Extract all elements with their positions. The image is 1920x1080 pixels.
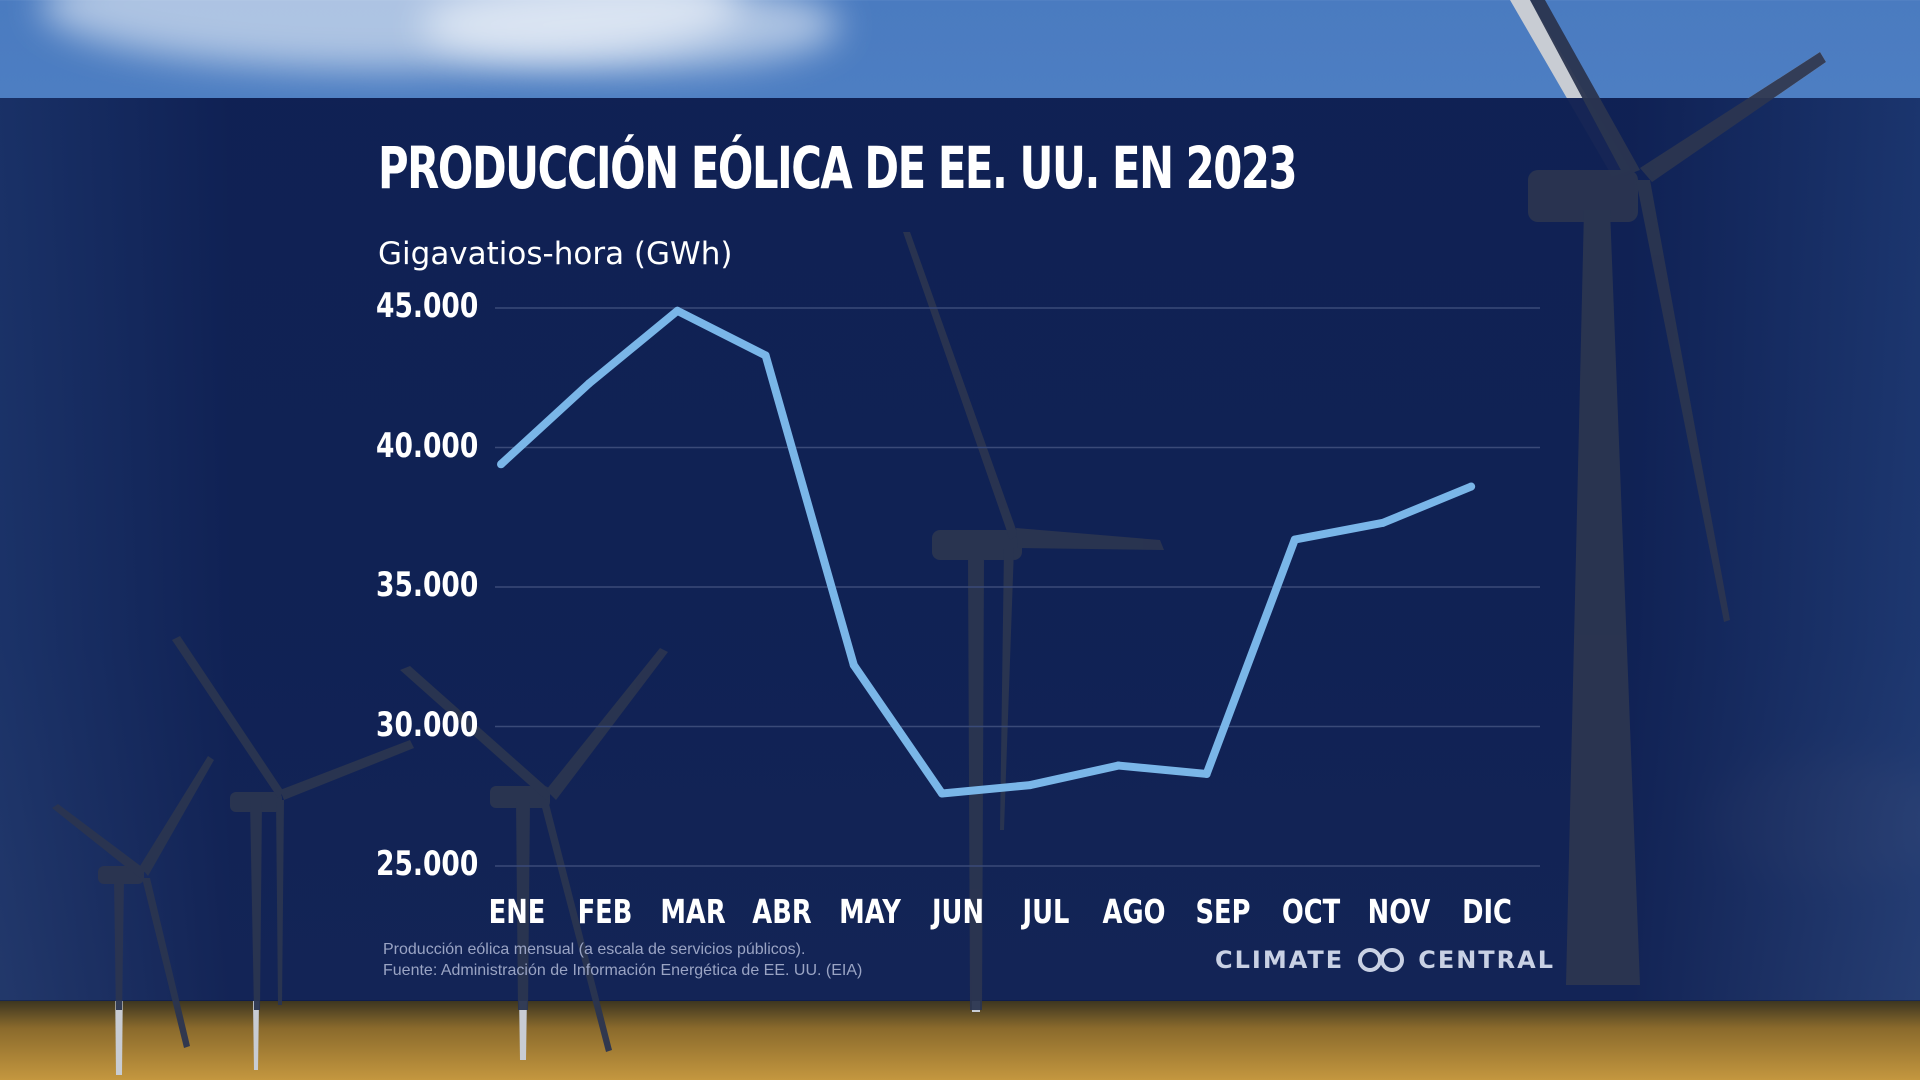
infinity-rings-icon (1358, 948, 1405, 972)
data-point (1379, 518, 1387, 527)
data-point (1026, 781, 1035, 790)
data-point (1114, 761, 1123, 770)
data-point (585, 379, 594, 388)
series-line (498, 306, 1473, 798)
x-tick-label: ABR (751, 892, 812, 931)
x-tick-label: NOV (1367, 892, 1431, 931)
y-tick-label: 30.000 (376, 704, 479, 745)
data-point (849, 661, 858, 670)
y-tick-label: 40.000 (376, 425, 479, 466)
x-tick-label: JUN (931, 892, 985, 931)
x-tick-label: FEB (577, 892, 633, 931)
y-axis-label: Gigavatios-hora (GWh) (378, 236, 733, 272)
data-point (938, 789, 946, 798)
x-tick-label: SEP (1195, 892, 1251, 931)
x-tick-label: MAY (838, 892, 901, 931)
data-point (761, 351, 770, 360)
climate-central-logo: CLIMATE CENTRAL (1215, 946, 1555, 974)
x-tick-label: MAR (660, 892, 727, 931)
background-cloud (420, 0, 840, 70)
footnote-source: Fuente: Administración de Información En… (383, 962, 863, 979)
footnote-description: Producción eólica mensual (a escala de s… (383, 941, 806, 958)
x-tick-label: JUL (1022, 892, 1070, 931)
logo-text-left: CLIMATE (1215, 946, 1345, 974)
x-tick-label: ENE (488, 892, 546, 931)
logo-text-right: CENTRAL (1418, 946, 1556, 974)
data-point (1290, 535, 1299, 544)
y-tick-label: 45.000 (376, 286, 479, 326)
chart-title: PRODUCCIÓN EÓLICA DE EE. UU. EN 2023 (378, 134, 1298, 202)
data-point (497, 460, 505, 469)
data-point (673, 306, 682, 315)
y-tick-label: 25.000 (376, 844, 479, 884)
background-ground (0, 1000, 1920, 1080)
x-tick-label: DIC (1462, 892, 1513, 931)
x-tick-label: OCT (1281, 892, 1340, 931)
data-point (1467, 482, 1476, 491)
data-point (1202, 769, 1211, 778)
x-tick-label: AGO (1102, 892, 1166, 931)
y-tick-label: 35.000 (376, 565, 479, 605)
